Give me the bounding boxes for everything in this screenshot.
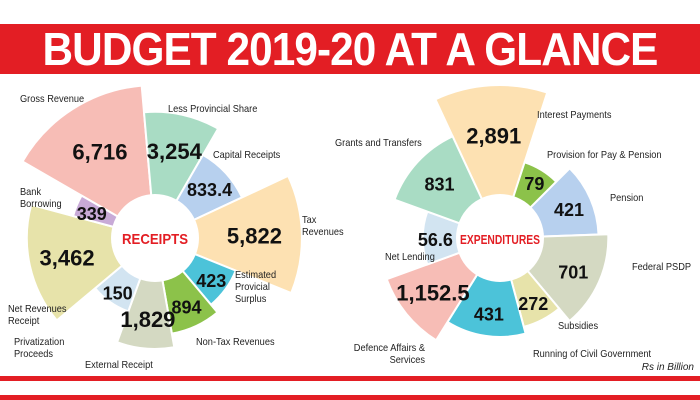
label-external-receipt: External Receipt xyxy=(85,359,153,371)
center-hub xyxy=(456,194,544,282)
label-privatization-proceeds: Privatization Proceeds xyxy=(14,336,65,360)
label-bank-borrowing: Bank Borrowing xyxy=(20,186,62,210)
label-pension: Pension xyxy=(610,192,644,204)
value-label: 431 xyxy=(474,305,504,325)
value-label: 833.4 xyxy=(187,180,232,200)
label-tax-revenues: Tax Revenues xyxy=(302,214,344,238)
value-label: 3,462 xyxy=(40,245,95,270)
label-net-revenues-receipt: Net Revenues Receipt xyxy=(8,303,67,327)
center-hub xyxy=(111,194,199,282)
label-interest-payments: Interest Payments xyxy=(537,109,612,121)
value-label: 831 xyxy=(424,175,454,195)
chart-title: RECEIPTS xyxy=(122,231,188,248)
value-label: 3,254 xyxy=(147,139,203,164)
value-label: 339 xyxy=(77,204,107,224)
value-label: 79 xyxy=(524,174,544,194)
label-estimated-provincial-surplus: Estimated Provicial Surplus xyxy=(235,269,277,305)
label-gross-revenue: Gross Revenue xyxy=(20,93,85,105)
label-running-civil-government: Running of Civil Government xyxy=(533,348,652,360)
label-grants-transfers: Grants and Transfers xyxy=(335,137,422,149)
title-banner xyxy=(0,24,700,74)
label-less-provincial-share: Less Provincial Share xyxy=(168,103,258,115)
value-label: 423 xyxy=(196,271,226,291)
footer-rule xyxy=(0,376,700,381)
value-label: 701 xyxy=(558,263,588,283)
label-capital-receipts: Capital Receipts xyxy=(213,149,281,161)
label-non-tax-revenues: Non-Tax Revenues xyxy=(196,336,275,348)
chart-title: EXPENDITURES xyxy=(460,232,540,247)
footer-rule-bottom xyxy=(0,395,700,400)
label-federal-psdp: Federal PSDP xyxy=(632,261,692,273)
page-title: BUDGET 2019-20 AT A GLANCE xyxy=(42,23,659,75)
value-label: 56.6 xyxy=(418,230,453,250)
label-net-lending: Net Lending xyxy=(385,251,435,263)
unit-note: Rs in Billion xyxy=(641,362,694,373)
value-label: 5,822 xyxy=(227,223,282,248)
value-label: 1,152.5 xyxy=(396,280,469,305)
value-label: 421 xyxy=(554,200,584,220)
value-label: 272 xyxy=(518,294,548,314)
value-label: 6,716 xyxy=(72,140,127,165)
label-provision-pay-pension: Provision for Pay & Pension xyxy=(547,149,662,161)
value-label: 2,891 xyxy=(466,124,521,149)
value-label: 1,829 xyxy=(120,307,175,332)
value-label: 894 xyxy=(171,298,201,318)
label-defence-affairs: Defence Affairs & Services xyxy=(353,342,425,366)
value-label: 150 xyxy=(103,283,133,303)
label-subsidies: Subsidies xyxy=(558,320,599,332)
